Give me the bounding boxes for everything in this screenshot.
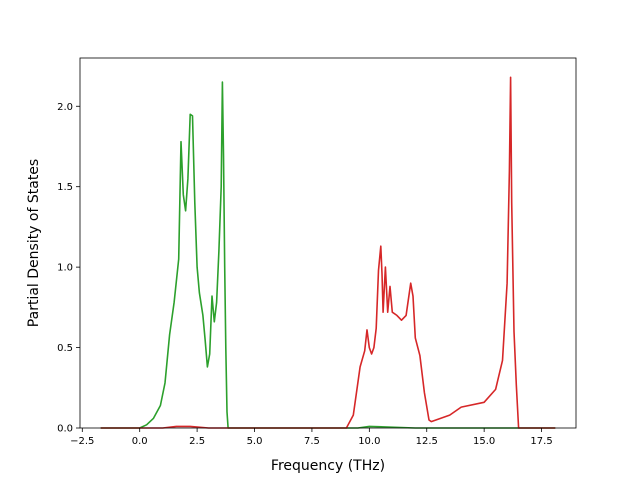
y-tick-label: 1.5 <box>57 182 73 193</box>
series-line-1 <box>100 81 556 429</box>
x-tick-label: 0.0 <box>132 436 148 447</box>
x-tick-label: 7.5 <box>304 436 320 447</box>
y-tick-label: 1.0 <box>57 263 73 274</box>
y-axis-title: Partial Density of States <box>26 159 42 327</box>
x-axis-title: Frequency (THz) <box>271 458 385 474</box>
x-tick-label: 15.0 <box>473 436 495 447</box>
series-layer <box>100 76 556 429</box>
x-tick-label: −2.5 <box>70 436 94 447</box>
x-tick-label: 10.0 <box>358 436 380 447</box>
y-tick-label: 0.0 <box>57 424 73 435</box>
y-tick-label: 2.0 <box>57 102 73 113</box>
plot-frame <box>79 57 577 429</box>
x-tick-label: 17.5 <box>530 436 552 447</box>
y-axis: 0.0 0.5 1.0 1.5 2.0 <box>57 102 80 435</box>
x-tick-label: 12.5 <box>416 436 438 447</box>
x-tick-label: 5.0 <box>247 436 263 447</box>
x-axis: −2.5 0.0 2.5 5.0 7.5 10.0 12.5 15.0 17.5 <box>70 428 553 447</box>
series-line-2 <box>100 76 556 429</box>
x-tick-label: 2.5 <box>189 436 205 447</box>
y-tick-label: 0.5 <box>57 343 73 354</box>
